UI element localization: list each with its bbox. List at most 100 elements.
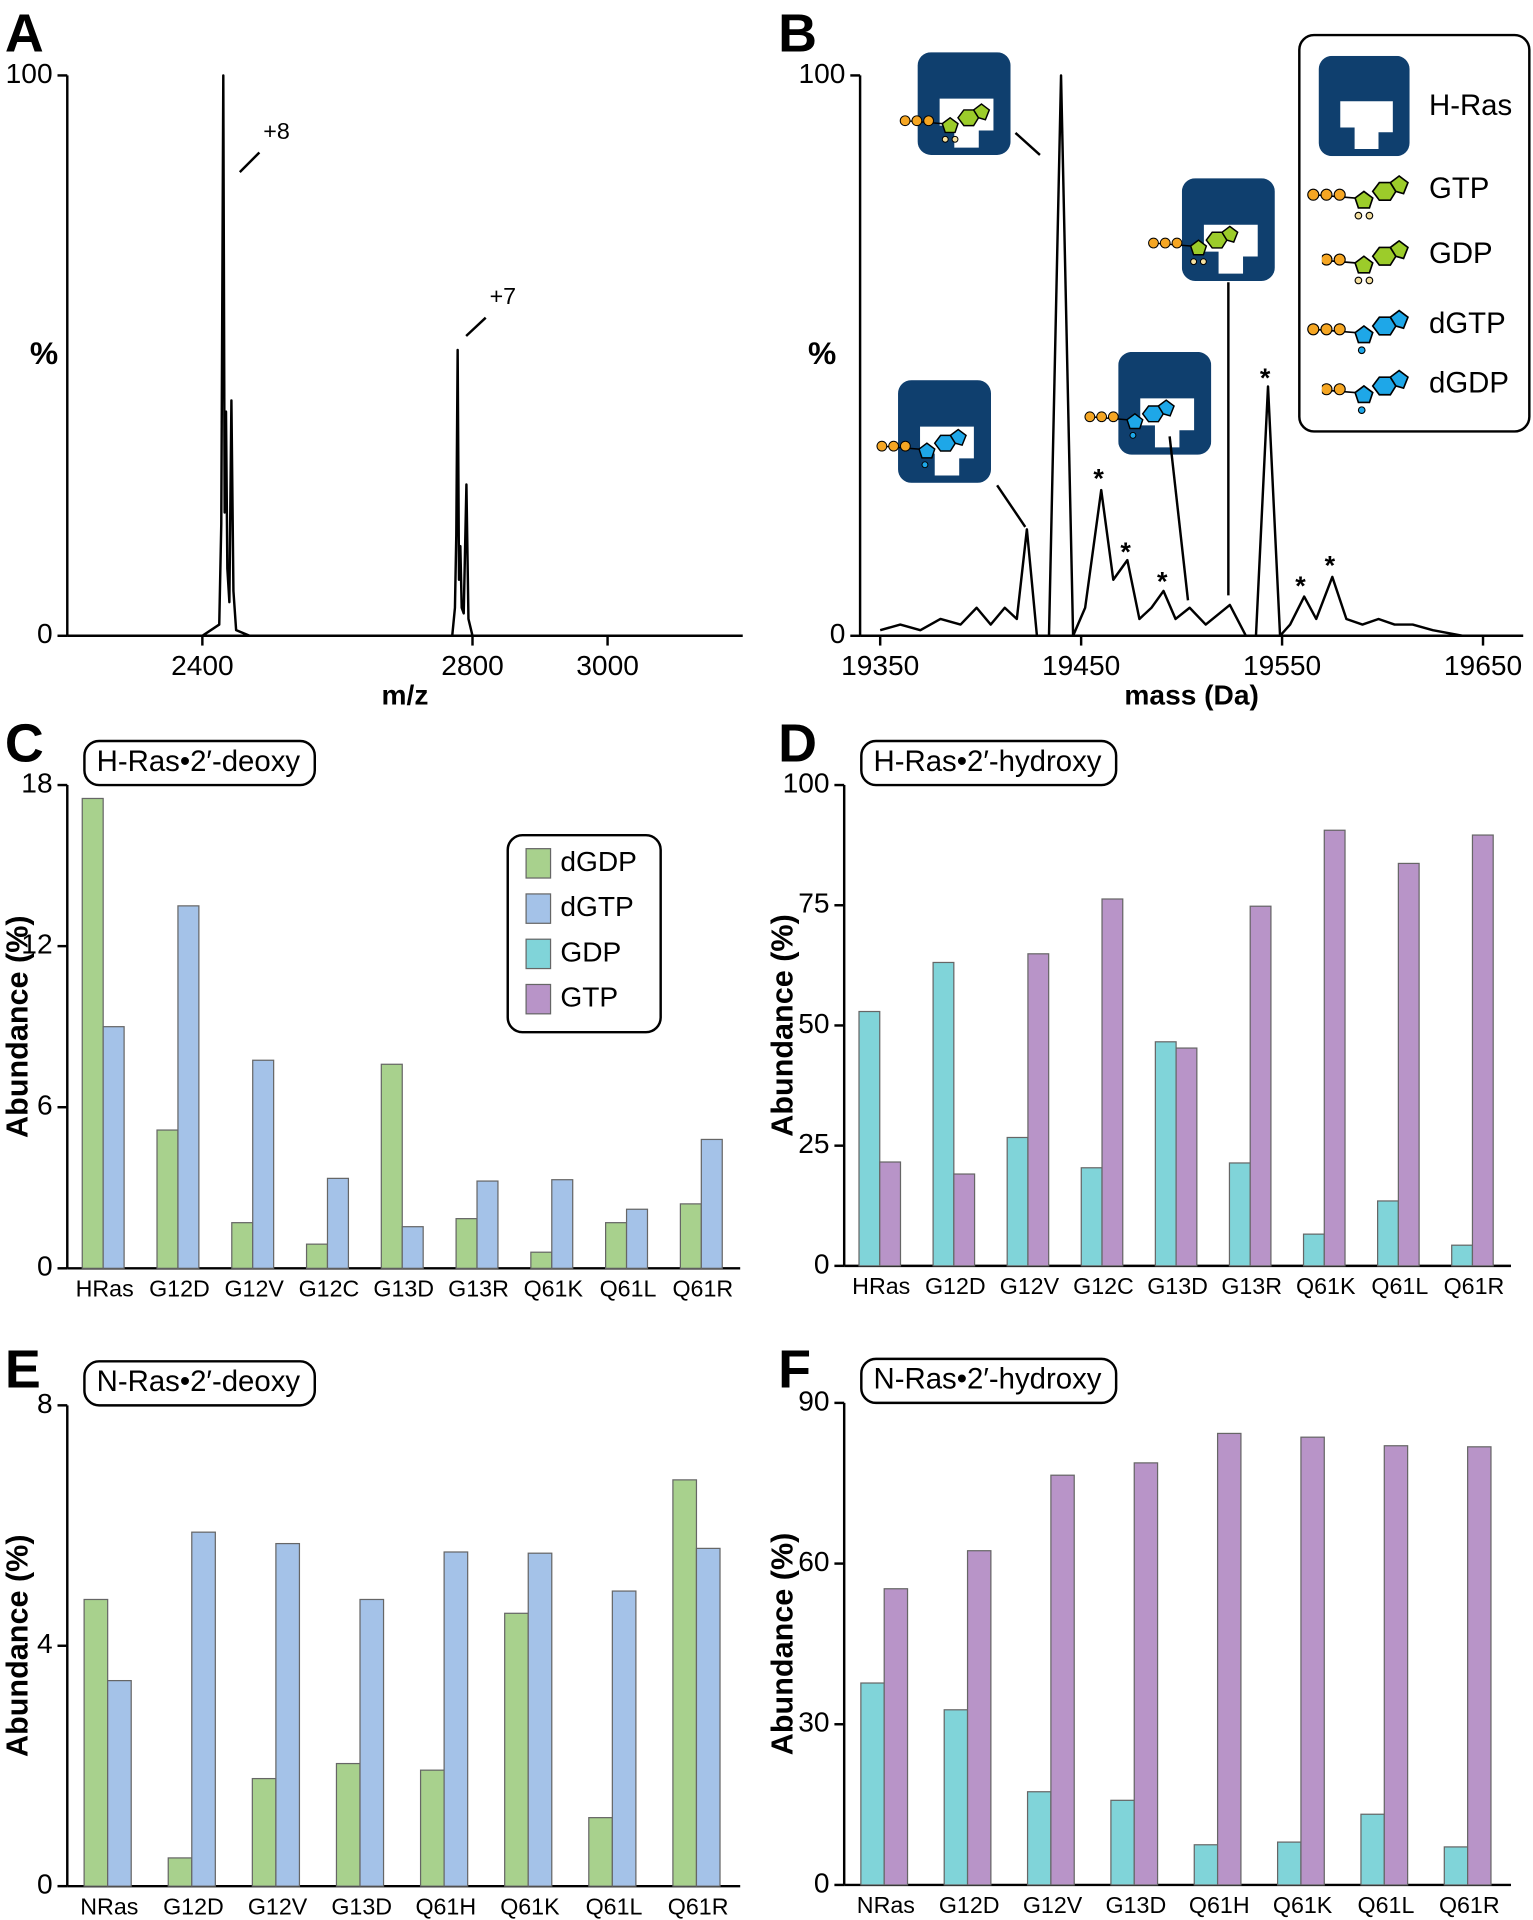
bar	[966, 1550, 992, 1886]
bar	[953, 1173, 976, 1267]
bar	[695, 1547, 721, 1887]
bar	[231, 1222, 254, 1269]
x-tick-label: G12V	[248, 1893, 308, 1919]
y-tick-label: 90	[798, 1385, 829, 1416]
bar	[932, 961, 955, 1267]
chart-title: N-Ras•2′-deoxy	[97, 1365, 301, 1398]
bar	[504, 1612, 529, 1887]
title-box	[860, 1357, 1118, 1405]
y-axis-label: Abundance (%)	[765, 914, 799, 1137]
legend-label: H-Ras	[1429, 89, 1512, 122]
annotation: *	[1120, 537, 1131, 567]
bar	[1467, 1446, 1492, 1886]
y-tick-label: 0	[814, 1248, 830, 1279]
bar	[177, 905, 200, 1269]
leader-line	[465, 316, 487, 337]
panel-letter: C	[5, 713, 44, 773]
x-tick-label: Q61K	[1273, 1892, 1333, 1918]
x-tick-label: 3000	[576, 650, 639, 681]
bar	[156, 1129, 179, 1269]
annotation: *	[1260, 363, 1271, 393]
y-axis-label: Abundance (%)	[1, 1534, 35, 1757]
bar	[1026, 1791, 1052, 1886]
x-tick-label: NRas	[80, 1893, 138, 1919]
bar	[700, 1138, 723, 1269]
x-tick-label: 19350	[841, 650, 919, 681]
legend-icons	[1298, 33, 1531, 433]
bar	[527, 1552, 553, 1887]
legend-swatch	[525, 848, 552, 879]
y-axis-label: %	[808, 335, 836, 371]
x-tick-label: G13R	[448, 1275, 509, 1301]
bar	[1050, 1474, 1075, 1886]
y-axis-label: Abundance (%)	[765, 1533, 799, 1756]
bar	[1193, 1844, 1219, 1886]
legend-label: GDP	[1429, 237, 1493, 270]
y-tick-label: 0	[830, 618, 846, 649]
bar	[1300, 1436, 1325, 1886]
bar	[1471, 834, 1494, 1267]
legend-swatch	[525, 983, 552, 1015]
legend-label: GTP	[1429, 172, 1489, 205]
annotation: *	[1325, 550, 1336, 580]
bar	[679, 1203, 702, 1269]
bar	[1133, 1462, 1159, 1886]
bar	[1397, 862, 1420, 1267]
x-tick-label: G12V	[1000, 1273, 1060, 1299]
legend-label: dGTP	[560, 891, 633, 922]
y-tick-label: 6	[37, 1090, 53, 1121]
bar	[102, 1026, 125, 1269]
bar	[611, 1590, 637, 1887]
x-tick-label: Q61L	[1358, 1892, 1415, 1918]
x-tick-label: G12D	[149, 1275, 210, 1301]
y-tick-label: 8	[37, 1388, 53, 1419]
x-tick-label: Q61R	[668, 1893, 729, 1919]
x-tick-label: G12V	[224, 1275, 284, 1301]
x-tick-label: G13D	[1147, 1273, 1208, 1299]
x-tick-label: NRas	[857, 1892, 915, 1918]
bar	[1101, 898, 1124, 1267]
bar	[1302, 1233, 1325, 1267]
legend-label: dGDP	[1429, 367, 1509, 400]
bar	[879, 1161, 902, 1267]
spectrum-line	[879, 74, 1484, 638]
bar	[883, 1588, 909, 1886]
bar	[1027, 953, 1050, 1267]
y-tick-label: 100	[798, 58, 845, 89]
bar	[335, 1762, 361, 1887]
bar	[943, 1709, 969, 1886]
bar	[1175, 1047, 1198, 1267]
x-tick-label: 2800	[441, 650, 504, 681]
y-tick-label: 50	[798, 1008, 829, 1039]
bar	[191, 1531, 216, 1887]
bar	[1276, 1841, 1302, 1886]
y-axis-label: %	[30, 335, 58, 371]
x-tick-label: HRas	[852, 1273, 910, 1299]
y-tick-label: 18	[21, 767, 52, 798]
bar	[305, 1243, 329, 1269]
annotation: +8	[263, 118, 290, 144]
legend-label: GTP	[560, 982, 618, 1013]
y-tick-label: 0	[37, 1251, 53, 1282]
bar	[167, 1857, 193, 1887]
x-tick-label: Q61L	[1371, 1273, 1428, 1299]
x-tick-label: Q61K	[500, 1893, 560, 1919]
bar	[588, 1817, 613, 1887]
panel-letter: F	[778, 1340, 811, 1400]
bar	[860, 1682, 885, 1886]
bar	[107, 1679, 132, 1887]
legend-label: dGTP	[1429, 307, 1506, 340]
y-tick-label: 60	[798, 1546, 829, 1577]
bar	[858, 1010, 881, 1267]
x-tick-label: G12D	[925, 1273, 986, 1299]
bar	[419, 1769, 445, 1887]
title-box	[860, 739, 1118, 787]
y-axis-label: Abundance (%)	[1, 915, 35, 1138]
x-tick-label: Q61R	[1444, 1273, 1505, 1299]
bar	[605, 1222, 628, 1269]
y-tick-label: 100	[6, 58, 53, 89]
bar	[1006, 1136, 1029, 1267]
panel-letter: A	[5, 4, 44, 64]
annotation: *	[1093, 464, 1104, 494]
x-tick-label: G12C	[299, 1275, 360, 1301]
